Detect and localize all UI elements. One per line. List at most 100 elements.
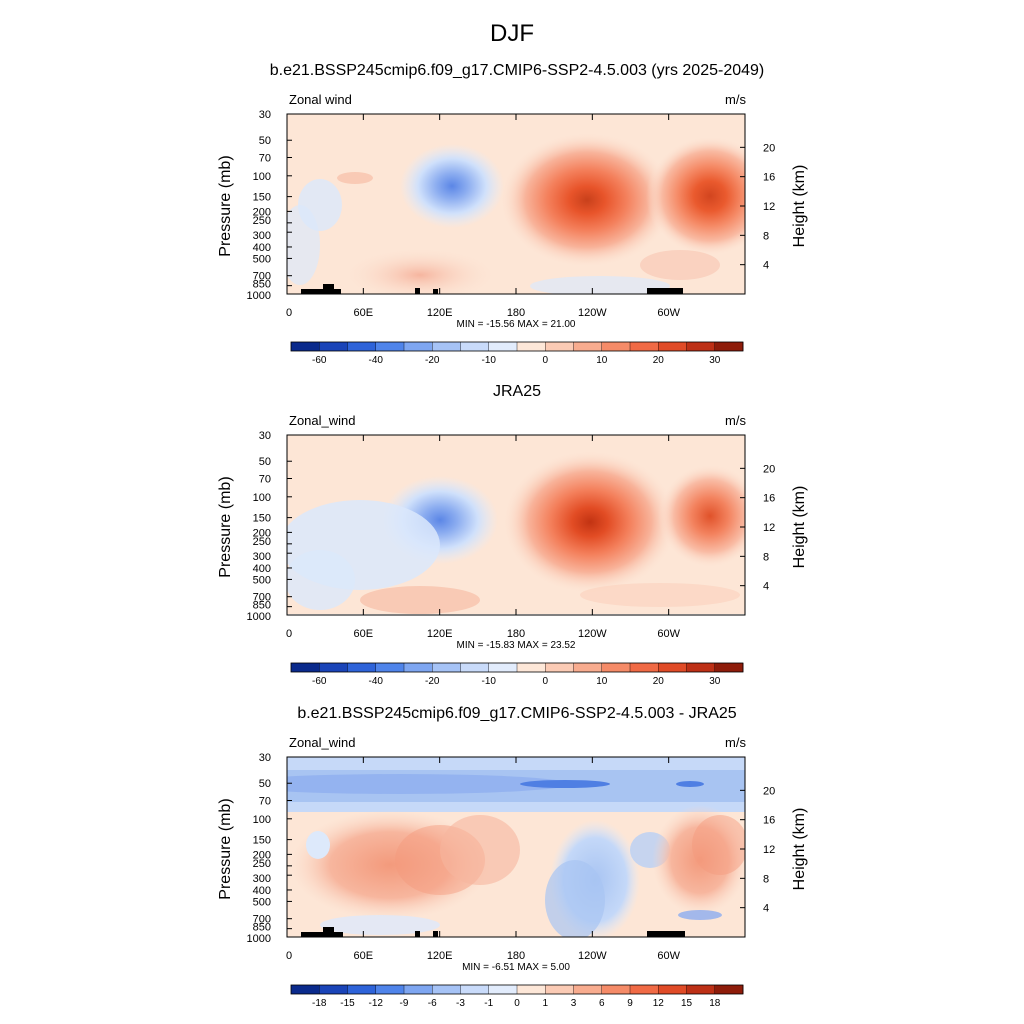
panel-2-xtick-label: 60W <box>657 628 680 640</box>
panel-2-colorbar-box <box>460 663 490 672</box>
panel-3-colorbar-label: -9 <box>400 998 409 1009</box>
panel-2-colorbar-label: 20 <box>653 676 665 687</box>
panel-2-colorbar-box <box>630 663 659 672</box>
panel-3-rtick-label: 16 <box>763 815 775 827</box>
panel-1-xtick-label: 60W <box>657 307 680 319</box>
panel-1-field <box>287 114 745 294</box>
panel-3-rtick-label: 12 <box>763 844 775 856</box>
panel-1-colorbar-box <box>545 342 574 351</box>
panel-1-rtick-label: 4 <box>763 260 769 272</box>
panel-3-colorbar-box <box>375 985 405 994</box>
figure-title: DJF <box>490 20 534 47</box>
panel-3-xtick-label: 180 <box>507 950 525 962</box>
panel-2-xtick-label: 180 <box>507 628 525 640</box>
panel-2-colorbar-label: -20 <box>425 676 440 687</box>
panel-3-colorbar-box <box>432 985 461 994</box>
panel-2-colorbar-label: 10 <box>596 676 608 687</box>
panel-3-colorbar-box <box>573 985 603 994</box>
panel-1-ytick-label: 300 <box>253 230 271 242</box>
panel-1-colorbar-box <box>488 342 518 351</box>
panel-2-colorbar-box <box>686 663 716 672</box>
panel-2-rtick-label: 12 <box>763 522 775 534</box>
panel-3-ytick-label: 100 <box>253 814 271 826</box>
panel-2-rtick-label: 8 <box>763 551 769 563</box>
panel-3-colorbar-label: -18 <box>312 998 327 1009</box>
panel-1-colorbar-box <box>714 342 744 351</box>
panel-2-colorbar-label: -40 <box>369 676 384 687</box>
panel-3-stats: MIN = -6.51 MAX = 5.00 <box>462 962 570 973</box>
panel-1-colorbar-box <box>517 342 546 351</box>
panel-3-ytick-label: 700 <box>253 914 271 926</box>
panel-2-rtick-label: 20 <box>763 463 775 475</box>
panel-1-colorbar-label: -60 <box>312 355 327 366</box>
panel-2-variable-label: Zonal_wind <box>289 413 356 428</box>
panel-1-colorbar-box <box>291 342 320 351</box>
panel-3-colorbar-label: 6 <box>599 998 605 1009</box>
panel-3-rtick-label: 4 <box>763 903 769 915</box>
panel-3-colorbar-label: 9 <box>627 998 633 1009</box>
panel-3-colorbar-box <box>658 985 687 994</box>
panel-2-ytick-label: 200 <box>253 527 271 539</box>
panel-3-colorbar-box <box>601 985 631 994</box>
panel-1-colorbar-label: 20 <box>653 355 665 366</box>
panel-1-colorbar-label: 30 <box>709 355 721 366</box>
panel-1-colorbar-label: -40 <box>369 355 384 366</box>
panel-1-xtick-label: 120E <box>427 307 453 319</box>
panel-2-ytick-label: 100 <box>253 492 271 504</box>
panel-1-xtick-label: 0 <box>286 307 292 319</box>
panel-2-colorbar-box <box>432 663 461 672</box>
panel-2-colorbar-box <box>404 663 433 672</box>
panel-2-colorbar-box <box>517 663 546 672</box>
panel-1-colorbar-box <box>601 342 631 351</box>
panel-3-colorbar-box <box>460 985 490 994</box>
panel-3-colorbar-box <box>347 985 377 994</box>
panel-1-ytick-label: 50 <box>259 135 271 147</box>
panel-2-colorbar-label: -60 <box>312 676 327 687</box>
panel-1-title: b.e21.BSSP245cmip6.f09_g17.CMIP6-SSP2-4.… <box>269 62 765 79</box>
panel-3-ytick-label: 50 <box>259 778 271 790</box>
panel-2-colorbar-box <box>319 663 348 672</box>
panel-3-xtick-label: 120W <box>578 950 607 962</box>
panel-3-ytick-label: 850 <box>253 922 271 934</box>
panel-2-ytick-label: 400 <box>253 563 271 575</box>
panel-2-units: m/s <box>725 413 746 428</box>
panel-3-ylabel: Pressure (mb) <box>217 798 234 899</box>
panel-1-ytick-label: 200 <box>253 206 271 218</box>
panel-2-stats: MIN = -15.83 MAX = 23.52 <box>457 640 576 651</box>
panel-2-ytick-label: 300 <box>253 551 271 563</box>
panel-1-colorbar-box <box>460 342 490 351</box>
panel-3-colorbar-box <box>714 985 744 994</box>
panel-3-colorbar-label: 15 <box>681 998 693 1009</box>
panel-1-ytick-label: 700 <box>253 271 271 283</box>
panel-2-xtick-label: 60E <box>354 628 374 640</box>
panel-2-rtick-label: 16 <box>763 493 775 505</box>
panel-2-ytick-label: 70 <box>259 473 271 485</box>
panel-1-ytick-label: 100 <box>253 171 271 183</box>
panel-3-colorbar-label: -1 <box>484 998 493 1009</box>
panel-1-rtick-label: 16 <box>763 172 775 184</box>
panel-1-colorbar-label: -10 <box>482 355 497 366</box>
panel-3-colorbar-box <box>630 985 659 994</box>
panel-2-ytick-label: 1000 <box>247 611 271 623</box>
panel-1-ylabel: Pressure (mb) <box>217 155 234 256</box>
panel-1-ylabel-right: Height (km) <box>791 165 808 248</box>
panel-3-xtick-label: 60W <box>657 950 680 962</box>
panel-1-ytick-label: 250 <box>253 215 271 227</box>
panel-1-stats: MIN = -15.56 MAX = 21.00 <box>457 319 576 330</box>
panel-1-ytick-label: 1000 <box>247 290 271 302</box>
panel-2-colorbar-box <box>375 663 405 672</box>
panel-1-colorbar-box <box>630 342 659 351</box>
panel-1-colorbar-label: 10 <box>596 355 608 366</box>
panel-1-ytick-label: 400 <box>253 242 271 254</box>
panel-1-rtick-label: 8 <box>763 230 769 242</box>
panel-1-colorbar-box <box>686 342 716 351</box>
panel-1-variable-label: Zonal wind <box>289 92 352 107</box>
panel-3-xtick-label: 0 <box>286 950 292 962</box>
panel-1-land-mask <box>301 284 683 294</box>
panel-2-xtick-label: 120W <box>578 628 607 640</box>
panel-3-ytick-label: 30 <box>259 752 271 764</box>
panel-3-colorbar-box <box>488 985 518 994</box>
panel-3-colorbar-label: 18 <box>709 998 721 1009</box>
panel-2-ytick-label: 150 <box>253 513 271 525</box>
